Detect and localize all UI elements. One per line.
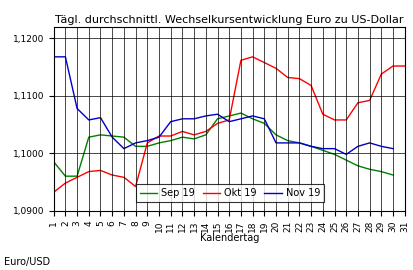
- Nov 19: [215, 113, 220, 116]
- Nov 19: [98, 116, 103, 119]
- Nov 19: [238, 117, 243, 120]
- Sep 19: [273, 133, 278, 137]
- Title: Tägl. durchschnittl. Wechselkursentwicklung Euro zu US-Dollar: Tägl. durchschnittl. Wechselkursentwickl…: [55, 15, 404, 25]
- Nov 19: [121, 147, 126, 150]
- Sep 19: [98, 133, 103, 137]
- Sep 19: [121, 136, 126, 139]
- Okt 19: [367, 99, 372, 102]
- Nov 19: [273, 141, 278, 144]
- Sep 19: [180, 136, 185, 139]
- Nov 19: [391, 147, 396, 150]
- Text: Euro/USD: Euro/USD: [4, 257, 50, 267]
- Okt 19: [215, 122, 220, 125]
- Okt 19: [297, 77, 302, 80]
- Sep 19: [332, 153, 337, 156]
- Nov 19: [227, 120, 232, 123]
- Nov 19: [192, 117, 197, 120]
- Sep 19: [379, 170, 384, 173]
- Nov 19: [180, 117, 185, 120]
- Line: Sep 19: Sep 19: [54, 113, 393, 176]
- Sep 19: [157, 141, 161, 144]
- Okt 19: [63, 181, 68, 185]
- Nov 19: [133, 141, 138, 144]
- Nov 19: [51, 55, 56, 59]
- Nov 19: [63, 55, 68, 59]
- Okt 19: [309, 84, 313, 87]
- Okt 19: [157, 134, 161, 138]
- Sep 19: [285, 139, 290, 142]
- Nov 19: [203, 114, 208, 117]
- Nov 19: [356, 145, 361, 148]
- Okt 19: [332, 118, 337, 122]
- Legend: Sep 19, Okt 19, Nov 19: Sep 19, Okt 19, Nov 19: [136, 184, 324, 202]
- Sep 19: [320, 149, 325, 152]
- Nov 19: [110, 136, 115, 139]
- Nov 19: [168, 120, 173, 123]
- Sep 19: [227, 114, 232, 117]
- Okt 19: [402, 65, 407, 68]
- Sep 19: [145, 145, 150, 148]
- Okt 19: [250, 55, 255, 59]
- Okt 19: [121, 176, 126, 179]
- Okt 19: [262, 61, 267, 64]
- Okt 19: [356, 101, 361, 104]
- Okt 19: [145, 141, 150, 144]
- Sep 19: [75, 175, 80, 178]
- Sep 19: [250, 117, 255, 120]
- Nov 19: [367, 141, 372, 144]
- Okt 19: [110, 173, 115, 177]
- Sep 19: [262, 122, 267, 125]
- Nov 19: [262, 117, 267, 120]
- Okt 19: [227, 118, 232, 122]
- Line: Okt 19: Okt 19: [54, 57, 405, 192]
- Okt 19: [285, 76, 290, 79]
- Sep 19: [297, 141, 302, 144]
- Sep 19: [215, 117, 220, 120]
- Sep 19: [168, 139, 173, 142]
- Okt 19: [391, 65, 396, 68]
- Nov 19: [250, 114, 255, 117]
- Nov 19: [309, 145, 313, 148]
- Sep 19: [192, 137, 197, 140]
- Nov 19: [145, 139, 150, 142]
- Nov 19: [285, 141, 290, 144]
- Nov 19: [379, 145, 384, 148]
- Sep 19: [309, 145, 313, 148]
- Sep 19: [63, 175, 68, 178]
- Okt 19: [98, 169, 103, 172]
- Okt 19: [273, 67, 278, 70]
- X-axis label: Kalendertag: Kalendertag: [199, 233, 259, 243]
- Okt 19: [238, 59, 243, 62]
- Okt 19: [133, 185, 138, 188]
- Sep 19: [133, 145, 138, 148]
- Nov 19: [157, 136, 161, 139]
- Sep 19: [51, 160, 56, 163]
- Okt 19: [75, 176, 80, 179]
- Okt 19: [168, 134, 173, 138]
- Sep 19: [203, 133, 208, 137]
- Okt 19: [320, 113, 325, 116]
- Line: Nov 19: Nov 19: [54, 57, 393, 154]
- Sep 19: [110, 134, 115, 138]
- Sep 19: [367, 168, 372, 171]
- Okt 19: [180, 130, 185, 133]
- Okt 19: [203, 130, 208, 133]
- Nov 19: [344, 153, 349, 156]
- Sep 19: [238, 112, 243, 115]
- Sep 19: [356, 164, 361, 167]
- Okt 19: [51, 191, 56, 194]
- Nov 19: [297, 141, 302, 144]
- Sep 19: [344, 158, 349, 162]
- Sep 19: [86, 136, 91, 139]
- Sep 19: [391, 173, 396, 177]
- Nov 19: [320, 147, 325, 150]
- Okt 19: [86, 170, 91, 173]
- Okt 19: [192, 133, 197, 137]
- Nov 19: [332, 147, 337, 150]
- Okt 19: [379, 72, 384, 76]
- Okt 19: [344, 118, 349, 122]
- Nov 19: [86, 118, 91, 122]
- Nov 19: [75, 107, 80, 110]
